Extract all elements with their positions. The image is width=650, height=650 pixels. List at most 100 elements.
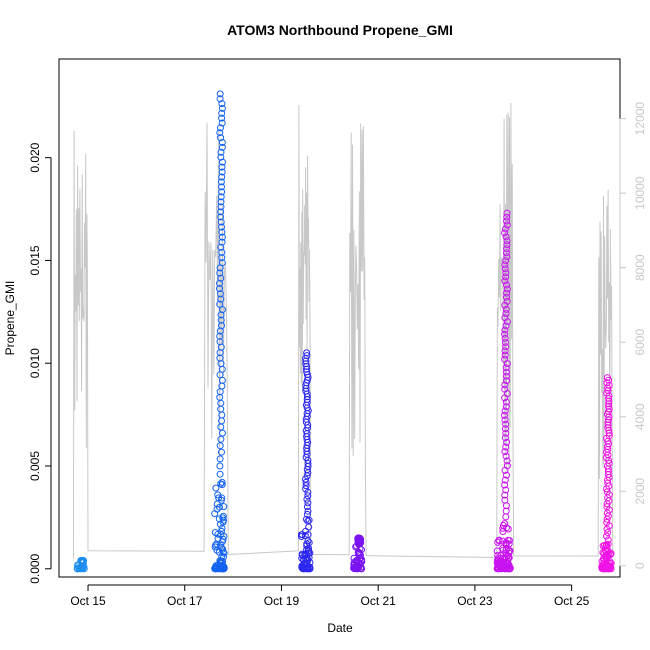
data-point (215, 515, 223, 523)
data-point (505, 549, 513, 557)
data-point (502, 541, 510, 549)
data-point (501, 385, 509, 393)
data-point (217, 295, 225, 303)
data-point (501, 330, 509, 338)
data-point (501, 314, 509, 322)
data-point (502, 486, 510, 494)
data-point (604, 421, 612, 429)
data-point (503, 209, 511, 217)
data-point (216, 279, 223, 287)
x-tick-label: Oct 17 (167, 594, 203, 608)
data-point (501, 351, 509, 359)
data-point (353, 556, 361, 564)
data-point (603, 532, 610, 540)
x-axis-label: Date (327, 621, 353, 635)
data-point (499, 565, 507, 572)
x-tick-label: Oct 25 (554, 594, 590, 608)
data-point (358, 558, 366, 565)
data-point (217, 480, 225, 488)
data-point (216, 503, 223, 511)
data-point (503, 438, 511, 446)
data-point (505, 540, 513, 548)
data-point (304, 460, 312, 467)
point-series (297, 349, 314, 573)
data-point (304, 565, 312, 573)
data-point (216, 285, 223, 293)
y-tick-label: 0.010 (28, 348, 42, 378)
data-point (218, 168, 226, 176)
y2-tick-label: 10000 (633, 176, 647, 210)
data-point (218, 223, 225, 231)
data-point (501, 491, 509, 499)
x-tick-label: Oct 19 (264, 594, 300, 608)
data-point (302, 482, 310, 490)
point-series (73, 557, 88, 573)
data-point (216, 470, 224, 478)
axes-layer: Oct 15 Oct 17 Oct 19 Oct 21 Oct 23 Oct 25 0.00… (28, 102, 647, 608)
data-point (219, 548, 227, 556)
data-point (501, 416, 509, 424)
y-tick-label: 0.005 (28, 451, 42, 481)
data-point (217, 203, 225, 211)
data-point (503, 213, 511, 221)
data-point (218, 254, 226, 262)
data-point (503, 471, 510, 479)
data-point (605, 400, 613, 408)
y2-tick-label: 12000 (633, 102, 647, 136)
data-point (603, 503, 611, 511)
data-point (503, 217, 510, 225)
data-point (79, 559, 86, 567)
data-point (504, 525, 512, 533)
data-point (219, 429, 226, 437)
data-point (218, 183, 225, 191)
y-tick-label: 0.000 (28, 553, 42, 583)
data-point (220, 503, 228, 511)
data-point (502, 452, 510, 460)
data-point (218, 481, 226, 489)
data-point (299, 565, 307, 573)
data-point (354, 534, 362, 542)
data-point (217, 148, 225, 156)
data-point (211, 529, 219, 536)
data-point (218, 376, 226, 384)
data-point (305, 516, 313, 524)
data-point (216, 462, 224, 470)
data-point (218, 544, 226, 552)
data-point (605, 402, 612, 410)
data-point (304, 507, 312, 515)
data-point (503, 372, 510, 380)
data-point (306, 559, 314, 566)
data-point (212, 541, 220, 549)
data-point (304, 499, 312, 507)
data-point (217, 243, 225, 251)
data-point (501, 265, 509, 273)
data-point (304, 492, 312, 500)
data-point (605, 459, 613, 467)
x-tick-label: Oct 23 (457, 594, 493, 608)
data-point (503, 368, 510, 376)
data-point (605, 416, 612, 424)
data-point (217, 198, 225, 206)
data-point (219, 306, 226, 314)
data-point (502, 403, 510, 411)
data-point (217, 213, 225, 221)
point-series (350, 534, 366, 573)
data-point (604, 424, 612, 432)
data-point (218, 188, 226, 196)
data-point (502, 420, 510, 428)
data-point (503, 237, 511, 245)
data-point (219, 514, 227, 522)
data-point (493, 564, 501, 572)
data-point (216, 90, 224, 98)
data-point (603, 374, 611, 382)
data-point (503, 457, 511, 465)
data-point (600, 541, 608, 549)
data-point (605, 397, 613, 405)
data-point (217, 124, 224, 132)
data-point (501, 407, 509, 415)
data-point (502, 233, 510, 241)
y2-tick-label: 8000 (633, 254, 647, 281)
data-point (358, 565, 366, 573)
data-point (217, 290, 224, 298)
y2-tick-label: 2000 (633, 478, 647, 505)
